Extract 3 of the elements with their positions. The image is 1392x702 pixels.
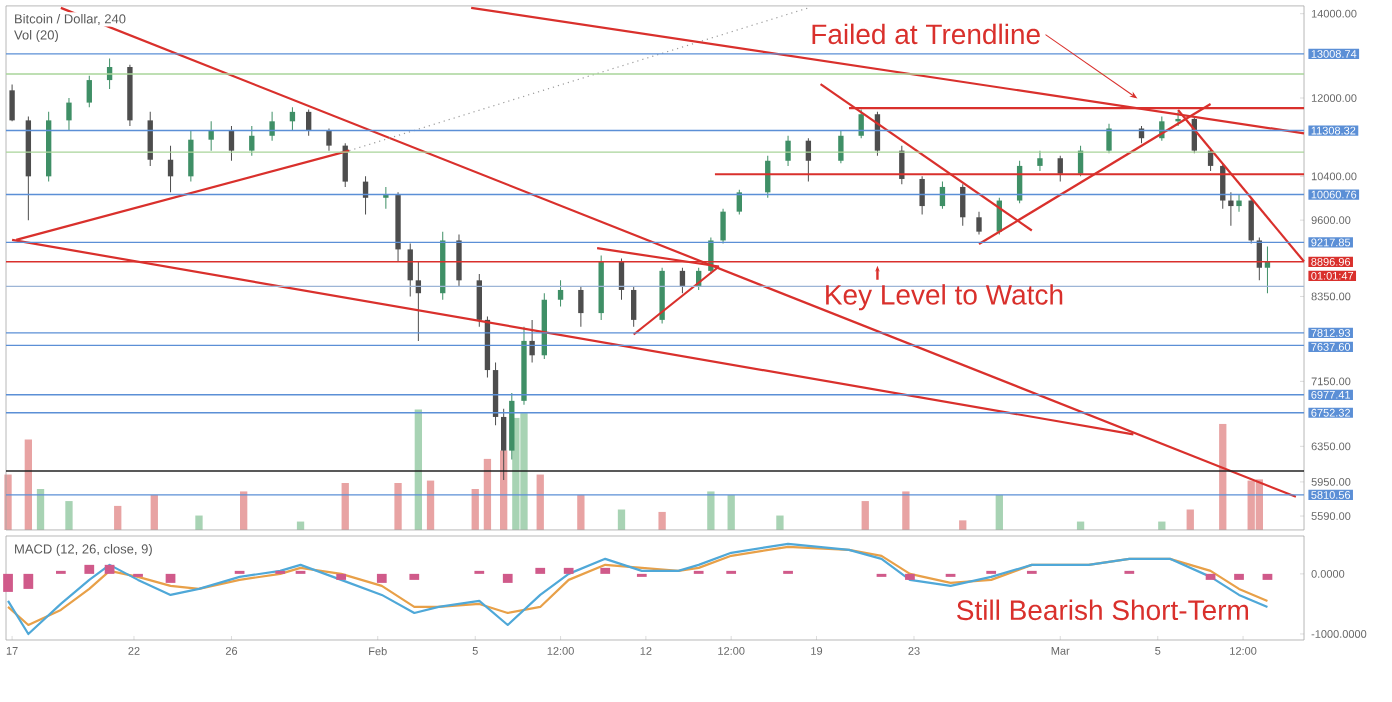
annotation: Still Bearish Short-Term <box>957 599 1248 621</box>
annotation: Key Level to Watch <box>826 284 1063 311</box>
annotation: Failed at Trendline <box>812 23 1040 45</box>
